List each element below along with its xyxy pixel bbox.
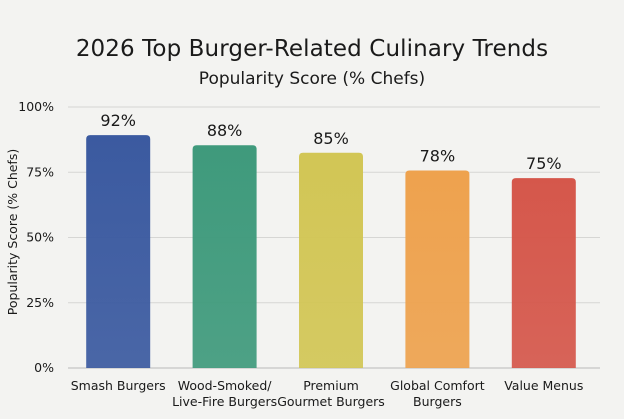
y-tick-label: 50%: [26, 230, 54, 245]
data-label: 78%: [420, 147, 456, 166]
bar: [511, 178, 576, 368]
bar: [299, 152, 363, 368]
chart-title: 2026 Top Burger-Related Culinary Trends: [75, 36, 549, 62]
bar: [405, 170, 470, 368]
category-label: Value Menus: [504, 378, 583, 393]
data-label: 85%: [313, 129, 349, 148]
category-label: Smash Burgers: [71, 378, 166, 393]
category-label: Gourmet Burgers: [277, 394, 385, 409]
bar: [192, 145, 257, 368]
category-label: Burgers: [413, 394, 462, 409]
y-tick-label: 0%: [34, 360, 54, 375]
y-tick-label: 25%: [26, 295, 54, 310]
category-label: Wood-Smoked/: [178, 378, 273, 393]
category-label: Live-Fire Burgers: [172, 394, 277, 409]
bar: [86, 135, 151, 368]
y-tick-label: 75%: [26, 164, 54, 179]
data-label: 75%: [526, 154, 562, 173]
data-label: 92%: [100, 111, 136, 130]
category-label: Global Comfort: [390, 378, 485, 393]
y-tick-label: 100%: [18, 99, 54, 114]
y-axis-label: Popularity Score (% Chefs): [5, 149, 20, 315]
category-label: Premium: [303, 378, 359, 393]
chart-subtitle: Popularity Score (% Chefs): [198, 69, 426, 89]
data-label: 88%: [207, 121, 243, 140]
